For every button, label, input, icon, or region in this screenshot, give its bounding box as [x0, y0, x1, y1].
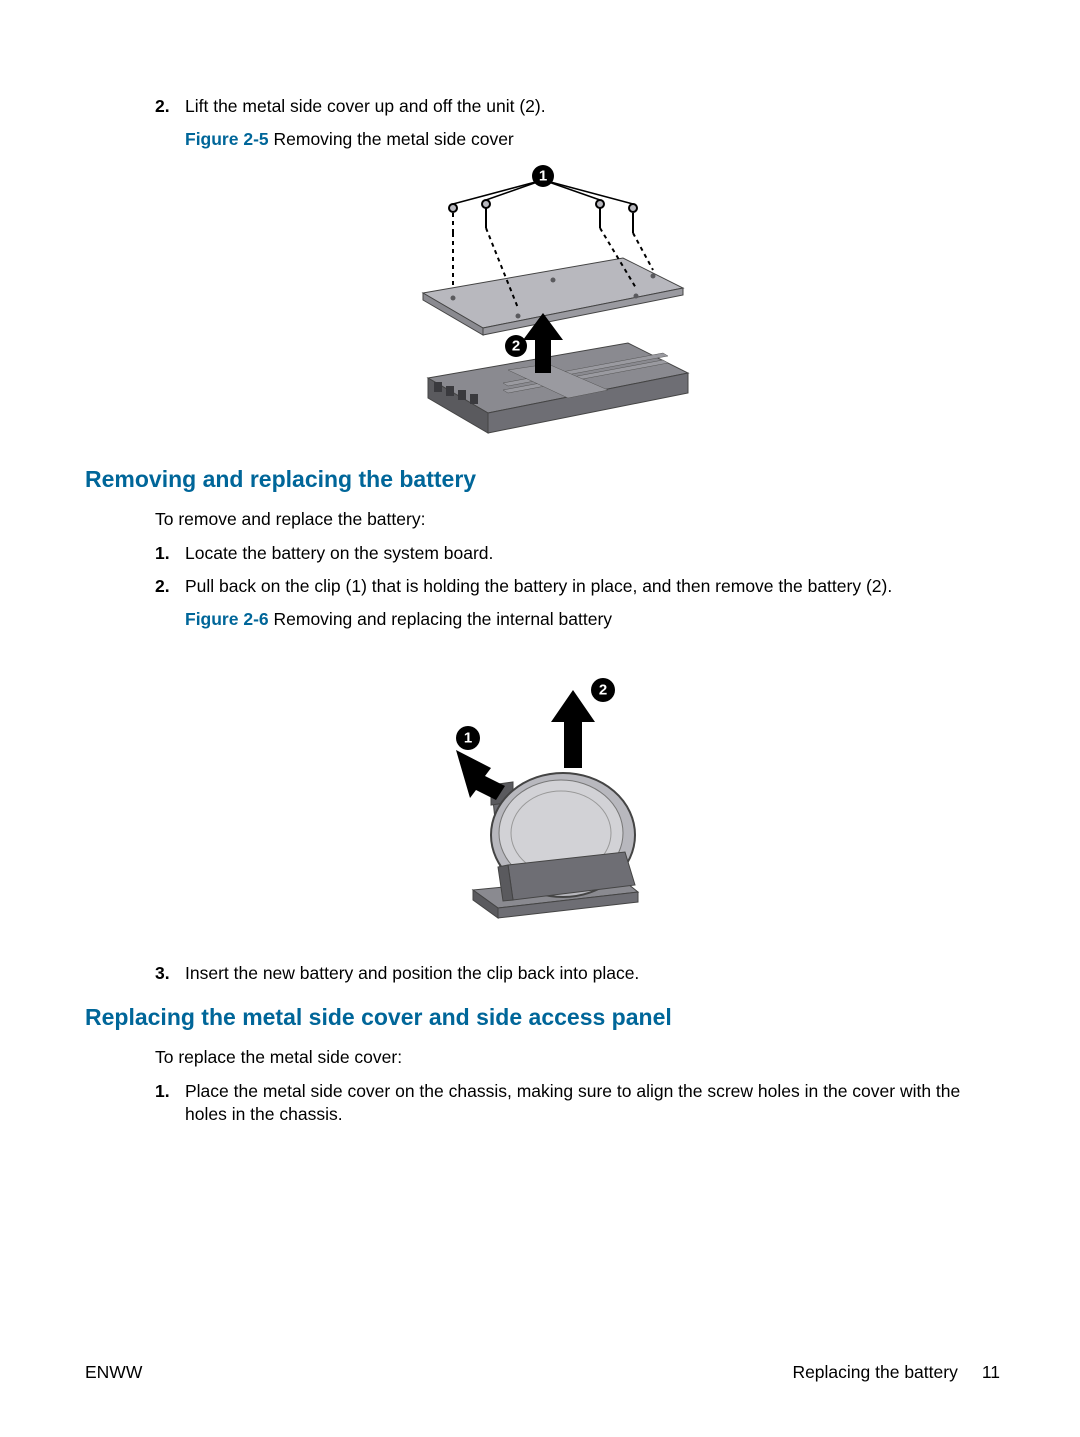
battery-intro: To remove and replace the battery: [155, 509, 1000, 530]
replace-intro: To replace the metal side cover: [155, 1047, 1000, 1068]
battery-step-3: 3. Insert the new battery and position t… [155, 962, 1000, 986]
figure-2-5-label: Figure 2-5 [185, 129, 269, 149]
callout-2b-label: 2 [598, 681, 606, 698]
arrow-1-icon [456, 750, 505, 800]
battery-step-3-number: 3. [155, 962, 185, 986]
arrow-2-icon [551, 690, 595, 768]
replace-step-1-number: 1. [155, 1080, 185, 1104]
heading-replace: Replacing the metal side cover and side … [85, 1004, 1000, 1031]
chassis-icon [428, 343, 688, 433]
figure-2-5-svg: 1 2 [368, 158, 718, 438]
figure-2-6-caption: Figure 2-6 Removing and replacing the in… [185, 609, 1000, 630]
page: 2. Lift the metal side cover up and off … [0, 0, 1080, 1437]
replace-step-1: 1. Place the metal side cover on the cha… [155, 1080, 1000, 1127]
figure-2-5-caption: Figure 2-5 Removing the metal side cover [185, 129, 1000, 150]
battery-step-2: 2. Pull back on the clip (1) that is hol… [155, 575, 1000, 599]
figure-2-6-label: Figure 2-6 [185, 609, 269, 629]
step-2-number: 2. [155, 95, 185, 119]
battery-step-2-number: 2. [155, 575, 185, 599]
battery-step-1: 1. Locate the battery on the system boar… [155, 542, 1000, 566]
battery-step-3-text: Insert the new battery and position the … [185, 962, 1000, 986]
figure-2-5: 1 2 [85, 158, 1000, 438]
figure-2-6: 1 2 [85, 660, 1000, 930]
footer-left: ENWW [85, 1362, 142, 1383]
figure-2-6-svg: 1 2 [413, 660, 673, 930]
footer-section: Replacing the battery [792, 1362, 957, 1383]
figure-2-5-caption-text: Removing the metal side cover [269, 129, 514, 149]
page-footer: ENWW Replacing the battery 11 [85, 1362, 1000, 1383]
footer-page-number: 11 [982, 1362, 1000, 1383]
step-2-text: Lift the metal side cover up and off the… [185, 95, 1000, 119]
callout-2-label: 2 [511, 337, 519, 354]
callout-1b-label: 1 [463, 729, 471, 746]
heading-battery: Removing and replacing the battery [85, 466, 1000, 493]
battery-step-1-text: Locate the battery on the system board. [185, 542, 1000, 566]
battery-step-1-number: 1. [155, 542, 185, 566]
battery-step-2-text: Pull back on the clip (1) that is holdin… [185, 575, 1000, 599]
step-2: 2. Lift the metal side cover up and off … [155, 95, 1000, 119]
metal-side-cover-icon [423, 258, 683, 335]
callout-1-label: 1 [538, 167, 546, 184]
replace-step-1-text: Place the metal side cover on the chassi… [185, 1080, 1000, 1127]
figure-2-6-caption-text: Removing and replacing the internal batt… [269, 609, 612, 629]
